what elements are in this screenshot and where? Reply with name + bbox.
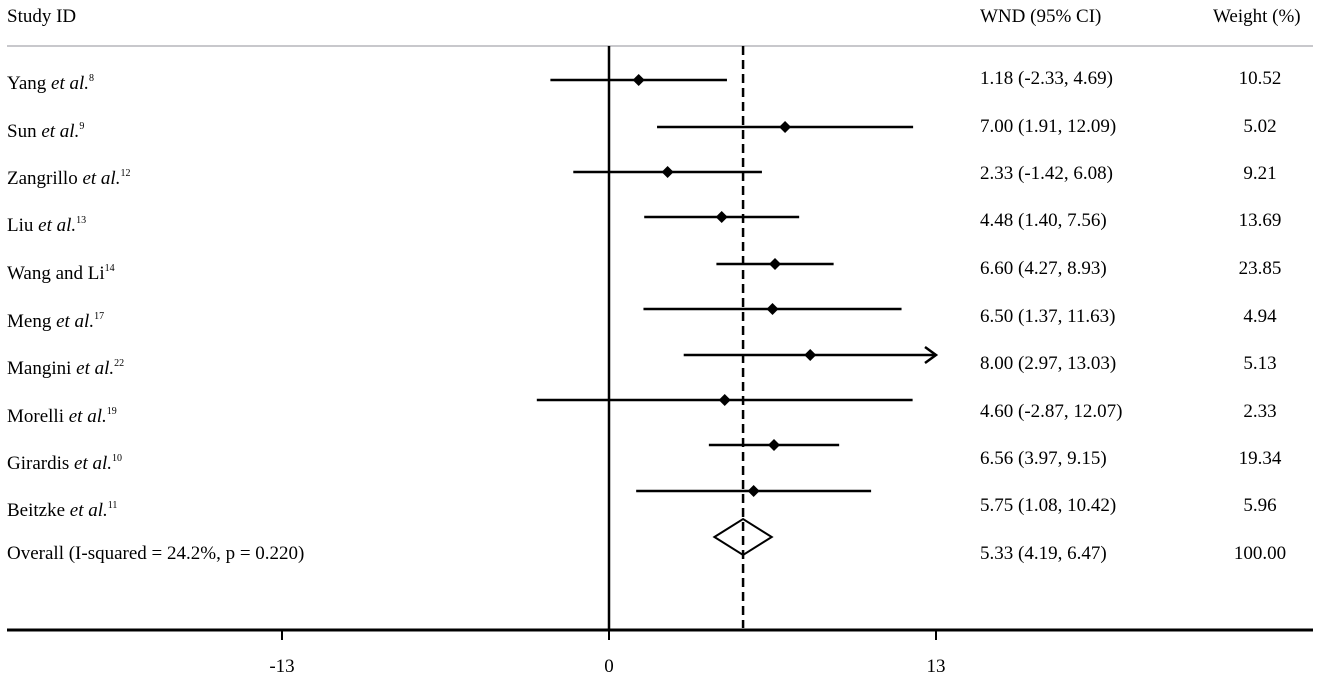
study-wnd: 6.60 (4.27, 8.93) [980, 258, 1107, 279]
study-label: Morelli et al.19 [7, 401, 117, 428]
study-weight: 5.96 [1243, 495, 1277, 516]
et-al: et al. [82, 168, 121, 189]
et-al: et al. [41, 121, 80, 142]
study-weight: 5.02 [1243, 116, 1277, 137]
x-tick-label: 0 [604, 656, 614, 677]
study-weight: 19.34 [1238, 448, 1282, 469]
study-wnd: 7.00 (1.91, 12.09) [980, 116, 1117, 137]
study-weight: 23.85 [1238, 258, 1282, 279]
point-estimate-icon [632, 74, 645, 86]
x-tick-label: 13 [926, 656, 946, 677]
reference-number: 8 [89, 73, 95, 84]
study-label: Mangini et al.22 [7, 353, 124, 380]
study-author: Wang and Li [7, 263, 105, 284]
et-al: et al. [68, 406, 107, 427]
x-tick-label: -13 [269, 656, 295, 677]
reference-number: 13 [76, 215, 87, 226]
study-author: Mangini [7, 358, 72, 379]
point-estimate-icon [766, 303, 779, 315]
study-weight: 2.33 [1243, 401, 1277, 422]
study-author: Yang [7, 73, 47, 94]
truncation-arrow-icon [924, 345, 939, 365]
point-estimate-icon [768, 439, 781, 451]
reference-number: 12 [120, 168, 131, 179]
et-al: et al. [69, 500, 108, 521]
point-estimate-icon [715, 211, 728, 223]
study-wnd: 6.50 (1.37, 11.63) [980, 306, 1116, 327]
study-wnd: 4.60 (-2.87, 12.07) [980, 401, 1123, 422]
reference-number: 10 [112, 453, 123, 464]
study-weight: 10.52 [1238, 68, 1282, 89]
point-estimate-icon [718, 394, 731, 406]
column-header-weight: Weight (%) [1213, 6, 1301, 27]
study-label: Girardis et al.10 [7, 448, 122, 475]
study-label: Zangrillo et al.12 [7, 163, 130, 190]
column-header-wnd: WND (95% CI) [980, 6, 1102, 27]
study-weight: 5.13 [1243, 353, 1277, 374]
study-author: Beitzke [7, 500, 66, 521]
point-estimate-icon [779, 121, 792, 133]
study-wnd: 2.33 (-1.42, 6.08) [980, 163, 1113, 184]
study-label: Wang and Li14 [7, 258, 115, 285]
reference-number: 17 [94, 311, 105, 322]
overall-wnd: 5.33 (4.19, 6.47) [980, 543, 1107, 564]
et-al: et al. [38, 215, 77, 236]
point-estimate-icon [769, 258, 782, 270]
study-wnd: 8.00 (2.97, 13.03) [980, 353, 1117, 374]
study-label: Liu et al.13 [7, 210, 86, 237]
et-al: et al. [76, 358, 115, 379]
point-estimate-icon [804, 349, 817, 361]
study-weight: 13.69 [1238, 210, 1282, 231]
overall-diamond-icon [712, 517, 774, 557]
study-author: Zangrillo [7, 168, 78, 189]
reference-number: 14 [104, 263, 115, 274]
study-weight: 4.94 [1243, 306, 1277, 327]
study-weight: 9.21 [1243, 163, 1277, 184]
study-label: Meng et al.17 [7, 306, 104, 333]
study-author: Liu [7, 215, 34, 236]
study-author: Meng [7, 311, 52, 332]
reference-number: 11 [107, 500, 118, 511]
study-label: Beitzke et al.11 [7, 495, 117, 522]
et-al: et al. [51, 73, 90, 94]
study-label: Yang et al.8 [7, 68, 94, 95]
reference-number: 19 [106, 406, 117, 417]
reference-number: 9 [79, 121, 85, 132]
overall-weight: 100.00 [1233, 543, 1287, 564]
point-estimate-icon [661, 166, 674, 178]
study-author: Sun [7, 121, 37, 142]
column-header-study-id: Study ID [7, 6, 77, 27]
study-wnd: 6.56 (3.97, 9.15) [980, 448, 1107, 469]
et-al: et al. [74, 453, 113, 474]
reference-number: 22 [114, 358, 125, 369]
study-author: Morelli [7, 406, 64, 427]
header-separator [7, 45, 1313, 47]
et-al: et al. [56, 311, 95, 332]
study-label: Sun et al.9 [7, 116, 84, 143]
study-wnd: 5.75 (1.08, 10.42) [980, 495, 1117, 516]
study-author: Girardis [7, 453, 70, 474]
overall-label: Overall (I-squared = 24.2%, p = 0.220) [7, 543, 305, 564]
study-wnd: 4.48 (1.40, 7.56) [980, 210, 1107, 231]
point-estimate-icon [747, 485, 760, 497]
study-wnd: 1.18 (-2.33, 4.69) [980, 68, 1113, 89]
